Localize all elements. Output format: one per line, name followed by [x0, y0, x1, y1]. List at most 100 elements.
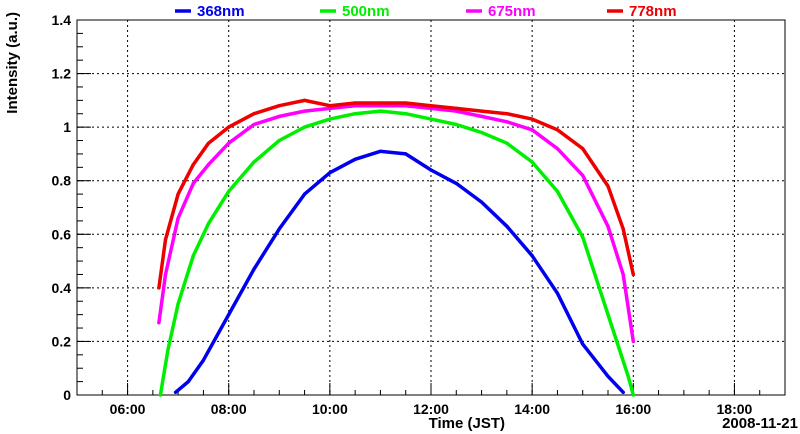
data-point-500nm — [252, 160, 256, 164]
data-point-675nm — [378, 104, 382, 108]
data-point-500nm — [166, 347, 170, 352]
data-point-368nm — [621, 390, 625, 394]
x-tick-label: 12:00 — [413, 401, 449, 417]
data-point-675nm — [206, 163, 211, 167]
data-point-500nm — [530, 160, 534, 164]
data-point-778nm — [157, 286, 161, 290]
data-point-500nm — [227, 189, 231, 193]
legend-label-778nm: 778nm — [629, 3, 677, 20]
data-point-368nm — [404, 152, 408, 156]
data-point-500nm — [206, 222, 211, 226]
data-point-675nm — [555, 147, 560, 151]
data-point-675nm — [581, 173, 585, 177]
legend-label-368nm: 368nm — [197, 3, 245, 20]
data-point-675nm — [252, 122, 256, 127]
y-axis-title: Intensity (a.u.) — [4, 12, 21, 114]
data-point-368nm — [277, 227, 281, 231]
data-point-675nm — [621, 272, 625, 277]
x-tick-label: 06:00 — [110, 401, 146, 417]
data-point-500nm — [353, 112, 357, 116]
x-tick-label: 16:00 — [615, 401, 651, 417]
y-tick-label: 0.6 — [52, 226, 72, 242]
data-point-778nm — [303, 98, 307, 102]
data-point-778nm — [328, 104, 332, 108]
data-point-368nm — [454, 181, 458, 185]
data-point-500nm — [454, 122, 458, 127]
data-point-368nm — [429, 168, 433, 172]
data-point-500nm — [277, 138, 281, 143]
data-point-675nm — [480, 114, 484, 118]
date-label: 2008-11-21 — [722, 415, 798, 432]
data-point-675nm — [176, 216, 180, 220]
data-point-778nm — [252, 112, 256, 116]
x-tick-label: 08:00 — [211, 401, 247, 417]
data-point-368nm — [201, 358, 205, 362]
data-point-500nm — [303, 125, 307, 129]
data-point-368nm — [606, 374, 610, 378]
y-tick-label: 1.2 — [52, 66, 72, 82]
data-point-675nm — [157, 321, 161, 325]
x-tick-label: 10:00 — [312, 401, 348, 417]
data-point-778nm — [505, 112, 509, 116]
data-point-500nm — [404, 112, 408, 116]
data-point-778nm — [353, 101, 357, 105]
data-point-368nm — [303, 192, 307, 196]
x-axis-title: Time (JST) — [429, 415, 505, 432]
data-point-368nm — [186, 380, 190, 384]
y-tick-label: 1.4 — [52, 12, 72, 28]
data-point-675nm — [277, 114, 281, 118]
data-point-675nm — [631, 339, 635, 343]
data-point-778nm — [454, 106, 458, 110]
data-point-778nm — [378, 101, 382, 105]
data-point-778nm — [480, 109, 484, 113]
data-point-778nm — [530, 117, 534, 121]
data-point-675nm — [191, 181, 195, 185]
data-point-500nm — [555, 189, 560, 193]
y-tick-label: 0.8 — [52, 173, 72, 189]
data-point-368nm — [581, 342, 585, 346]
series-line-778nm — [157, 98, 636, 290]
data-point-368nm — [353, 157, 357, 161]
data-point-368nm — [252, 267, 256, 271]
data-point-368nm — [378, 149, 382, 153]
y-tick-label: 0 — [63, 387, 71, 403]
data-point-675nm — [328, 106, 332, 110]
data-point-675nm — [303, 109, 307, 113]
data-point-500nm — [328, 117, 332, 121]
data-point-778nm — [631, 272, 635, 277]
series-lines — [157, 98, 636, 397]
data-point-500nm — [191, 254, 195, 258]
data-point-778nm — [227, 125, 231, 129]
data-point-778nm — [404, 101, 408, 105]
y-tick-label: 1 — [63, 119, 71, 135]
y-tick-label: 0.2 — [52, 333, 72, 349]
data-point-500nm — [581, 235, 585, 239]
data-point-778nm — [206, 141, 211, 145]
data-point-778nm — [429, 104, 433, 108]
data-point-675nm — [404, 104, 408, 108]
data-point-500nm — [158, 393, 162, 397]
data-point-500nm — [626, 374, 630, 378]
x-tick-label: 18:00 — [717, 401, 753, 417]
y-tick-label: 0.4 — [52, 280, 72, 296]
data-point-675nm — [454, 109, 458, 113]
data-point-500nm — [378, 109, 382, 113]
legend-label-500nm: 500nm — [342, 3, 390, 20]
data-point-778nm — [191, 163, 195, 167]
data-point-778nm — [621, 227, 625, 231]
data-point-675nm — [353, 104, 357, 108]
data-point-500nm — [480, 130, 484, 135]
data-point-778nm — [555, 128, 560, 132]
data-point-500nm — [606, 313, 610, 317]
data-point-368nm — [530, 254, 534, 258]
data-point-675nm — [505, 120, 509, 124]
series-line-368nm — [173, 149, 625, 395]
data-point-368nm — [505, 224, 509, 228]
data-point-675nm — [227, 141, 231, 145]
data-point-368nm — [480, 200, 484, 204]
data-point-675nm — [606, 224, 610, 228]
data-point-778nm — [176, 192, 180, 196]
data-point-368nm — [227, 313, 231, 317]
data-point-500nm — [631, 393, 635, 397]
